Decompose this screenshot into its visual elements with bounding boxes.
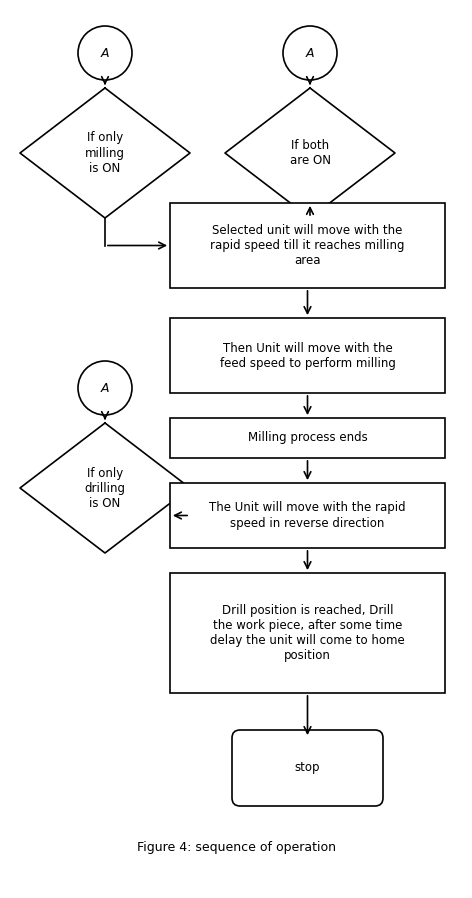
Bar: [170, 483, 445, 548]
Text: Selected unit will move with the
rapid speed till it reaches milling
area: Selected unit will move with the rapid s…: [210, 224, 405, 267]
Circle shape: [78, 361, 132, 415]
Text: If both
are ON: If both are ON: [289, 139, 330, 167]
Text: A: A: [101, 47, 109, 59]
Text: Drill position is reached, Drill
the work piece, after some time
delay the unit : Drill position is reached, Drill the wor…: [210, 604, 405, 662]
Bar: [170, 203, 445, 288]
Text: Then Unit will move with the
feed speed to perform milling: Then Unit will move with the feed speed …: [219, 341, 396, 369]
Bar: [170, 318, 445, 393]
Text: If only
drilling
is ON: If only drilling is ON: [84, 466, 126, 509]
Text: stop: stop: [295, 762, 320, 774]
Text: If only
milling
is ON: If only milling is ON: [85, 131, 125, 174]
Bar: [170, 418, 445, 458]
Polygon shape: [20, 423, 190, 553]
Circle shape: [283, 26, 337, 80]
Text: Figure 4: sequence of operation: Figure 4: sequence of operation: [136, 841, 336, 855]
Text: The Unit will move with the rapid
speed in reverse direction: The Unit will move with the rapid speed …: [209, 501, 406, 530]
Polygon shape: [20, 88, 190, 218]
Bar: [170, 573, 445, 693]
Polygon shape: [225, 88, 395, 218]
Circle shape: [78, 26, 132, 80]
Text: Milling process ends: Milling process ends: [248, 432, 367, 445]
Text: A: A: [306, 47, 314, 59]
FancyBboxPatch shape: [232, 730, 383, 806]
Text: A: A: [101, 382, 109, 394]
